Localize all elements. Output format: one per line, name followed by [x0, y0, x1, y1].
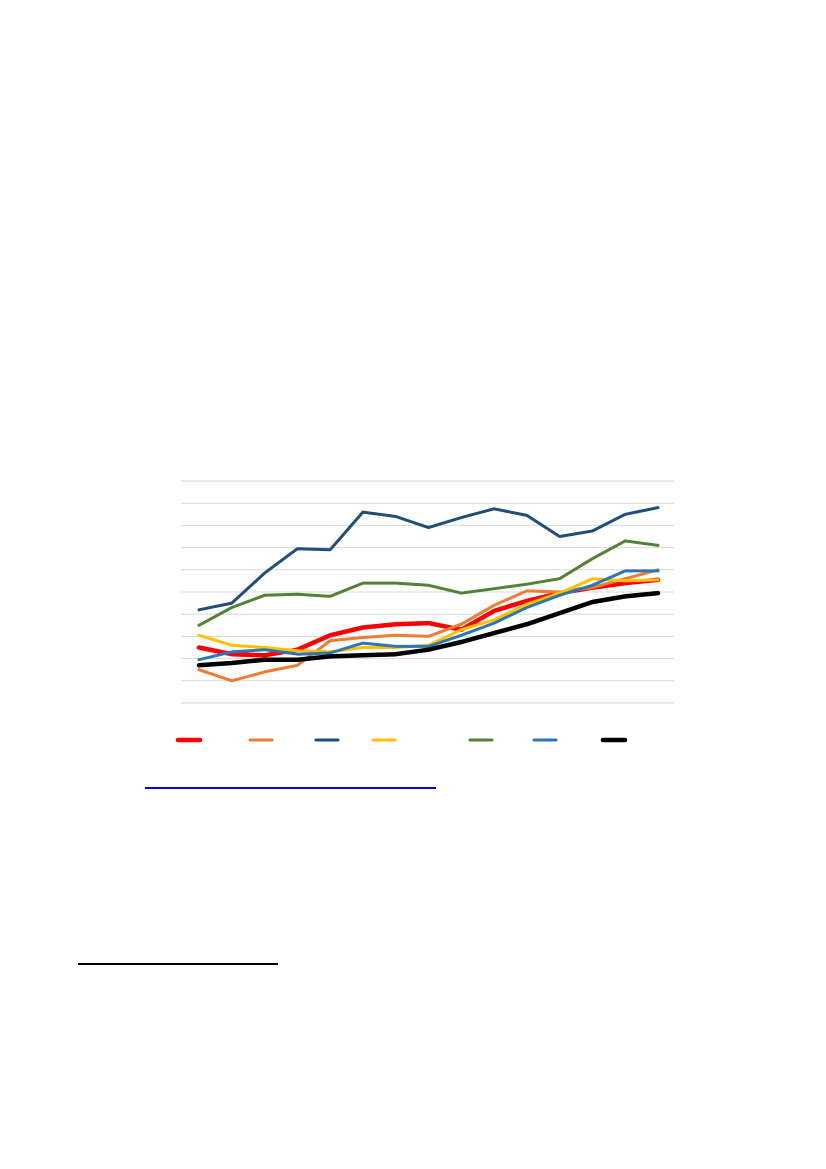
series-line-6: [197, 569, 660, 662]
footnote-separator: [78, 963, 278, 965]
chart-series-lines: [196, 506, 661, 683]
series-line-3: [197, 506, 660, 612]
chart-gridlines: [181, 480, 674, 704]
hyperlink-underline[interactable]: [145, 787, 436, 789]
series-line-5: [197, 539, 660, 627]
series-line-7: [196, 590, 661, 668]
